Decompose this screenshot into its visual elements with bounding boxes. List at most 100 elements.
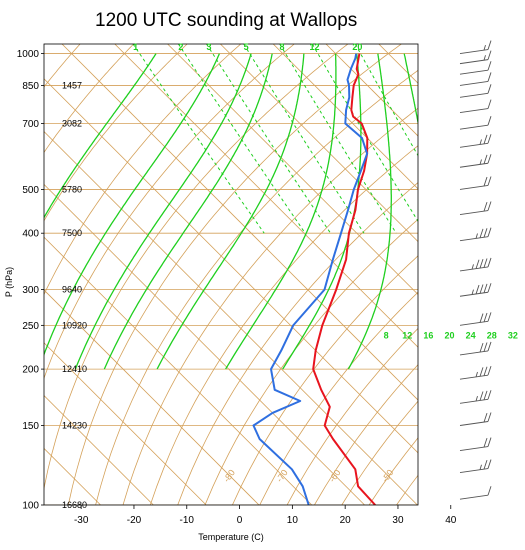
height-label: 3082 bbox=[62, 118, 82, 128]
moist-adiabat bbox=[44, 53, 220, 357]
mixing-ratio-line bbox=[354, 44, 418, 157]
moist-adiabat-label: 16 bbox=[423, 331, 433, 341]
isotherm bbox=[44, 447, 101, 505]
y-tick-label: 1000 bbox=[17, 49, 40, 60]
height-label: 12410 bbox=[62, 364, 87, 374]
chart-title: 1200 UTC sounding at Wallops bbox=[95, 10, 357, 31]
mixing-ratio-line bbox=[132, 44, 265, 234]
x-tick-label: 40 bbox=[445, 515, 457, 526]
dry-adiabat bbox=[44, 44, 134, 153]
moist-adiabat-label: 8 bbox=[384, 331, 389, 341]
y-tick-label: 700 bbox=[22, 119, 39, 130]
mixing-ratio-label: 12 bbox=[310, 42, 320, 52]
x-tick-label: -20 bbox=[127, 515, 142, 526]
isotherm bbox=[432, 44, 525, 505]
wind-barb bbox=[459, 99, 492, 114]
y-tick-label: 250 bbox=[22, 321, 39, 332]
mixing-ratio-label: 2 bbox=[178, 42, 183, 52]
mixing-ratio-label: 5 bbox=[244, 42, 249, 52]
isotherm bbox=[44, 289, 260, 505]
x-tick-label: -30 bbox=[74, 515, 89, 526]
y-tick-label: 150 bbox=[22, 421, 39, 432]
wind-barb bbox=[459, 154, 492, 168]
moist-adiabat-label: 28 bbox=[487, 331, 497, 341]
dry-adiabat bbox=[149, 145, 418, 505]
wind-barb bbox=[459, 486, 492, 500]
dry-adiabat bbox=[341, 400, 418, 505]
moist-adiabat bbox=[44, 53, 157, 219]
moist-adiabat bbox=[403, 53, 418, 126]
moist-adiabat-label: 12 bbox=[402, 331, 412, 341]
dry-adiabat bbox=[204, 218, 418, 505]
dry-adiabat bbox=[122, 107, 418, 505]
isotherm bbox=[220, 44, 418, 243]
wind-barb bbox=[459, 341, 492, 356]
dewpoint-profile bbox=[252, 53, 369, 505]
x-tick-label: -10 bbox=[180, 515, 195, 526]
wind-barb bbox=[459, 312, 492, 326]
wind-barb bbox=[459, 84, 492, 98]
wind-barb bbox=[459, 50, 492, 65]
dry-adiabat bbox=[44, 44, 241, 296]
height-label: 14230 bbox=[62, 421, 87, 431]
mixing-ratio-line bbox=[243, 44, 365, 234]
mixing-ratio-label: 20 bbox=[352, 42, 362, 52]
wind-barb bbox=[459, 72, 492, 86]
height-label: 16680 bbox=[62, 500, 87, 510]
y-tick-label: 200 bbox=[22, 365, 39, 376]
dry-adiabat bbox=[286, 327, 418, 505]
dry-adiabat bbox=[451, 44, 525, 505]
dry-adiabat bbox=[368, 437, 418, 505]
moist-adiabat-label: 24 bbox=[466, 331, 476, 341]
x-axis-title: Temperature (C) bbox=[198, 532, 264, 542]
dry-adiabat bbox=[232, 255, 418, 505]
mixing-ratio-label: 8 bbox=[280, 42, 285, 52]
dry-adiabat bbox=[44, 44, 188, 222]
moist-adiabat-label: 20 bbox=[444, 331, 454, 341]
wind-barb bbox=[459, 283, 492, 297]
y-tick-label: 400 bbox=[22, 229, 39, 240]
isotherm bbox=[44, 78, 418, 454]
dry-adiabat bbox=[259, 291, 418, 505]
plot-frame bbox=[43, 43, 419, 506]
mixing-ratio-line bbox=[206, 44, 332, 234]
wind-barb bbox=[459, 227, 492, 242]
isotherm bbox=[114, 44, 418, 348]
mixing-ratio-label: 3 bbox=[206, 42, 211, 52]
height-label: 7500 bbox=[62, 228, 82, 238]
wind-barb bbox=[459, 459, 492, 473]
isotherm bbox=[484, 44, 525, 505]
mixing-ratio-label: 1 bbox=[133, 42, 138, 52]
wind-barb bbox=[459, 366, 492, 380]
x-tick-label: 30 bbox=[392, 515, 404, 526]
isotherm bbox=[44, 183, 365, 505]
x-tick-label: 10 bbox=[287, 515, 299, 526]
dry-adiabat bbox=[44, 44, 349, 491]
dry-adiabat bbox=[95, 69, 418, 505]
height-label: 9640 bbox=[62, 285, 82, 295]
mixing-ratio-line bbox=[279, 44, 397, 234]
moist-adiabat bbox=[282, 53, 362, 370]
wind-barb bbox=[459, 40, 492, 55]
height-label: 5780 bbox=[62, 184, 82, 194]
dry-adiabat bbox=[506, 44, 525, 505]
temperature-profile bbox=[312, 53, 376, 505]
wind-barb bbox=[459, 257, 492, 272]
moist-adiabat bbox=[347, 53, 392, 370]
moist-adiabat bbox=[156, 53, 305, 370]
wind-barbs bbox=[459, 40, 492, 500]
y-tick-label: 850 bbox=[22, 81, 39, 92]
plot-area bbox=[44, 44, 525, 505]
moist-adiabat-label: 32 bbox=[508, 331, 518, 341]
wind-barb bbox=[459, 116, 492, 130]
x-tick-label: 0 bbox=[237, 515, 243, 526]
wind-barb bbox=[459, 390, 492, 404]
dry-adiabat bbox=[424, 44, 525, 505]
y-tick-label: 500 bbox=[22, 185, 39, 196]
y-axis-title: P (hPa) bbox=[4, 267, 14, 297]
wind-barb bbox=[459, 201, 492, 215]
height-label: 10920 bbox=[62, 320, 87, 330]
wind-barb bbox=[459, 134, 492, 148]
